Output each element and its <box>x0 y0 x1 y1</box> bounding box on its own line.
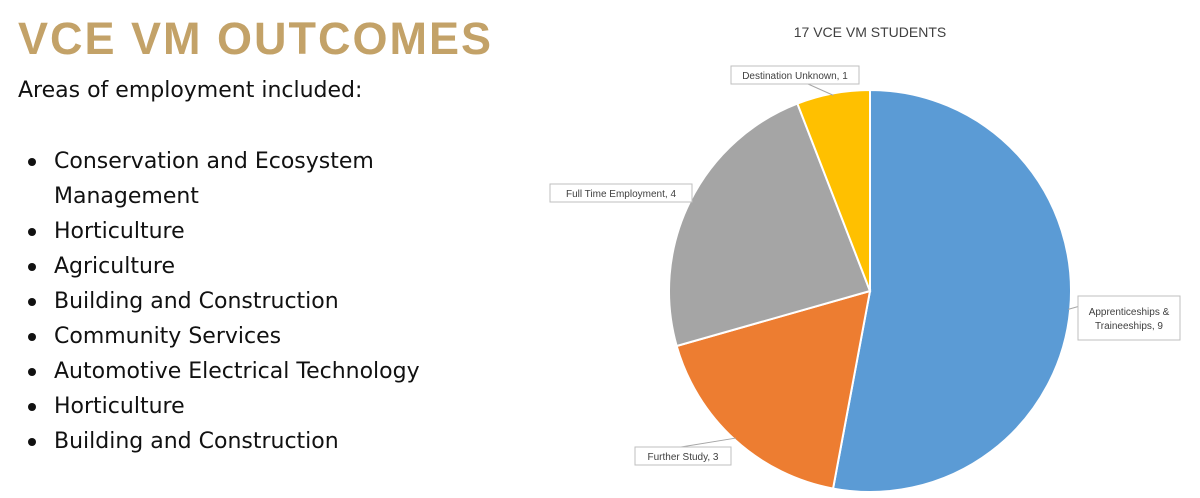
pie-data-label: Apprenticeships & Traineeships, 9 <box>1089 307 1170 332</box>
bullet-icon <box>28 298 36 306</box>
employment-area-text: Management <box>54 184 199 209</box>
pie-data-labels: Apprenticeships & Traineeships, 9 Further … <box>549 65 1181 466</box>
chart-title: 17 VCE VM STUDENTS <box>794 24 946 40</box>
pie-data-label: Full Time Employment, 4 <box>566 189 676 200</box>
bullet-icon <box>28 228 36 236</box>
slide-title: VCE VM OUTCOMES <box>18 13 494 64</box>
employment-area-text: Community Services <box>54 324 282 349</box>
data-label-box <box>1077 295 1181 341</box>
employment-area-text: Horticulture <box>54 394 185 419</box>
bullet-icon <box>28 403 36 411</box>
employment-area-item: Horticulture <box>18 389 478 424</box>
employment-area-item: Building and Construction <box>18 424 478 459</box>
employment-area-text: Horticulture <box>54 219 185 244</box>
employment-area-text: Building and Construction <box>54 289 339 314</box>
pie-slices <box>668 88 1072 493</box>
leader-line <box>807 83 834 96</box>
data-label-box <box>549 183 693 203</box>
pie-slice <box>675 289 872 490</box>
pie-chart: 17 VCE VM STUDENTS Apprenticeships & Trai… <box>549 24 1181 493</box>
leader-line <box>680 437 737 448</box>
employment-area-text: Conservation and Ecosystem <box>54 149 374 174</box>
employment-area-text: Automotive Electrical Technology <box>54 359 420 384</box>
employment-area-item: Conservation and Ecosystem Management <box>18 144 478 214</box>
pie-data-label: Further Study, 3 <box>648 452 719 463</box>
pie-data-label: Destination Unknown, 1 <box>742 71 848 82</box>
data-label-box <box>730 65 860 85</box>
bullet-icon <box>28 158 36 166</box>
employment-area-text: Agriculture <box>54 254 175 279</box>
employment-area-item: Community Services <box>18 319 478 354</box>
employment-area-item: Agriculture <box>18 249 478 284</box>
pie-slice <box>831 88 1072 493</box>
bullet-icon <box>28 438 36 446</box>
bullet-icon <box>28 263 36 271</box>
employment-areas-list: Conservation and Ecosystem Management Hort… <box>18 144 478 459</box>
data-label-box <box>634 446 732 466</box>
employment-area-item: Automotive Electrical Technology <box>18 354 478 389</box>
slide-subtitle: Areas of employment included: <box>18 78 363 103</box>
bullet-icon <box>28 368 36 376</box>
employment-area-text: Building and Construction <box>54 429 339 454</box>
employment-area-item: Horticulture <box>18 214 478 249</box>
pie-slice <box>796 88 871 292</box>
employment-area-item: Building and Construction <box>18 284 478 319</box>
bullet-icon <box>28 333 36 341</box>
